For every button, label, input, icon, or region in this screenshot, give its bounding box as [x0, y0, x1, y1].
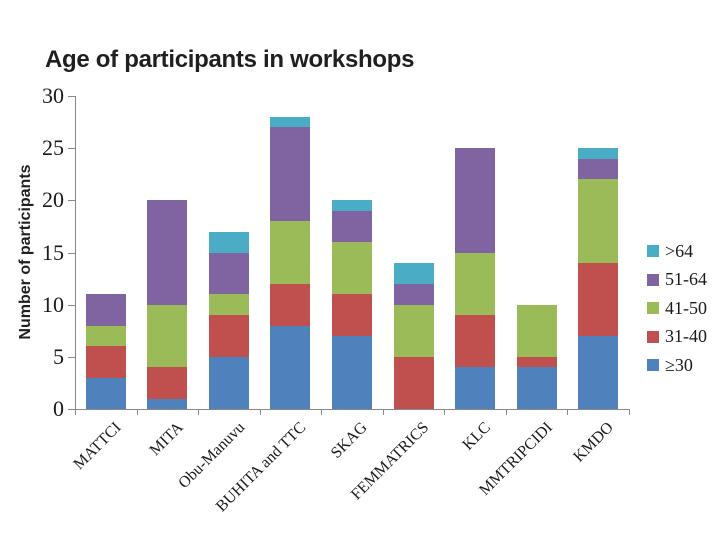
- bar-segment: [208, 315, 249, 357]
- y-tick-label: 25: [42, 135, 64, 161]
- bar-segment: [393, 283, 434, 305]
- x-category-label: KLC: [459, 419, 495, 454]
- y-tick-label: 0: [53, 396, 64, 421]
- x-tick-mark: [259, 409, 261, 415]
- bar-segment: [455, 315, 496, 368]
- legend-item: >64: [647, 237, 707, 266]
- y-tick-label: 15: [42, 239, 64, 265]
- bar-segment: [455, 367, 496, 409]
- y-tick-label: 30: [42, 83, 64, 108]
- bar-segment: [208, 231, 249, 253]
- y-tick-mark: [68, 148, 75, 150]
- bar-segment: [147, 200, 188, 305]
- bar-segment: [455, 252, 496, 316]
- y-tick-mark: [68, 96, 75, 97]
- legend-swatch: [647, 359, 659, 372]
- y-tick-mark: [68, 252, 75, 254]
- bar-segment: [516, 304, 557, 357]
- legend-swatch: [647, 302, 659, 315]
- legend-item: ≥30: [647, 351, 707, 380]
- bar-segment: [85, 377, 126, 409]
- y-tick-label: 5: [53, 343, 64, 369]
- bar-segment: [270, 127, 311, 222]
- bar-segment: [147, 398, 188, 409]
- bar-segment: [270, 221, 311, 284]
- bar-segment: [516, 356, 557, 368]
- bar-segment: [85, 346, 126, 378]
- y-tick-label: 10: [42, 291, 64, 317]
- bar-segment: [578, 179, 619, 263]
- bar-segment: [578, 148, 619, 159]
- bar-segment: [85, 325, 126, 347]
- bar-segment: [393, 304, 434, 357]
- bar-segment: [516, 367, 557, 409]
- bar-segment: [208, 252, 249, 295]
- x-category-label: SKAG: [328, 419, 372, 462]
- legend: >64 51-64 41-50 31-40 ≥30: [647, 237, 707, 380]
- bar-segment: [147, 304, 188, 368]
- x-tick-mark: [505, 409, 507, 415]
- x-tick-mark: [382, 409, 384, 415]
- bar-segment: [332, 294, 372, 336]
- x-category-label: KMDO: [570, 419, 618, 466]
- x-tick-mark: [136, 409, 138, 415]
- legend-swatch: [647, 245, 659, 258]
- y-tick-mark: [68, 200, 75, 202]
- bar-segment: [332, 335, 372, 409]
- bar-segment: [393, 356, 434, 409]
- bar-segment: [578, 262, 619, 336]
- x-tick-mark: [75, 409, 76, 415]
- x-tick-mark: [198, 409, 200, 415]
- y-axis-line: [75, 96, 76, 410]
- legend-item: 51-64: [647, 266, 707, 295]
- y-tick-mark: [68, 356, 75, 358]
- legend-item: 41-50: [647, 294, 707, 323]
- bar-segment: [455, 148, 496, 253]
- x-axis-line: [75, 409, 629, 410]
- bar-segment: [332, 210, 372, 243]
- legend-swatch: [647, 273, 659, 286]
- bar-segment: [270, 325, 311, 409]
- bar-segment: [85, 294, 126, 326]
- bar-segment: [578, 158, 619, 180]
- legend-label: ≥30: [665, 354, 693, 375]
- bar-segment: [332, 242, 372, 295]
- y-tick-mark: [68, 409, 75, 410]
- chart-title: Age of participants in workshops: [45, 46, 415, 73]
- bar-segment: [147, 367, 188, 399]
- x-tick-mark: [321, 409, 323, 415]
- legend-label: 31-40: [665, 326, 707, 347]
- plot-area: [75, 96, 629, 409]
- bar-segment: [393, 262, 434, 284]
- x-tick-mark: [444, 409, 446, 415]
- legend-label: >64: [665, 240, 694, 261]
- x-tick-mark: [629, 409, 630, 415]
- bar-segment: [208, 356, 249, 409]
- legend-item: 31-40: [647, 323, 707, 352]
- bar-segment: [578, 335, 619, 409]
- x-category-label: MITA: [146, 419, 187, 460]
- y-tick-label: 20: [42, 187, 64, 213]
- bar-segment: [270, 283, 311, 326]
- bar-segment: [332, 200, 372, 211]
- legend-label: 51-64: [665, 269, 707, 290]
- bar-segment: [270, 116, 311, 128]
- bar-segment: [208, 294, 249, 316]
- x-category-label: MATTCI: [70, 419, 125, 474]
- legend-swatch: [647, 330, 659, 343]
- x-tick-mark: [567, 409, 569, 415]
- y-tick-mark: [68, 304, 75, 306]
- legend-label: 41-50: [665, 297, 707, 318]
